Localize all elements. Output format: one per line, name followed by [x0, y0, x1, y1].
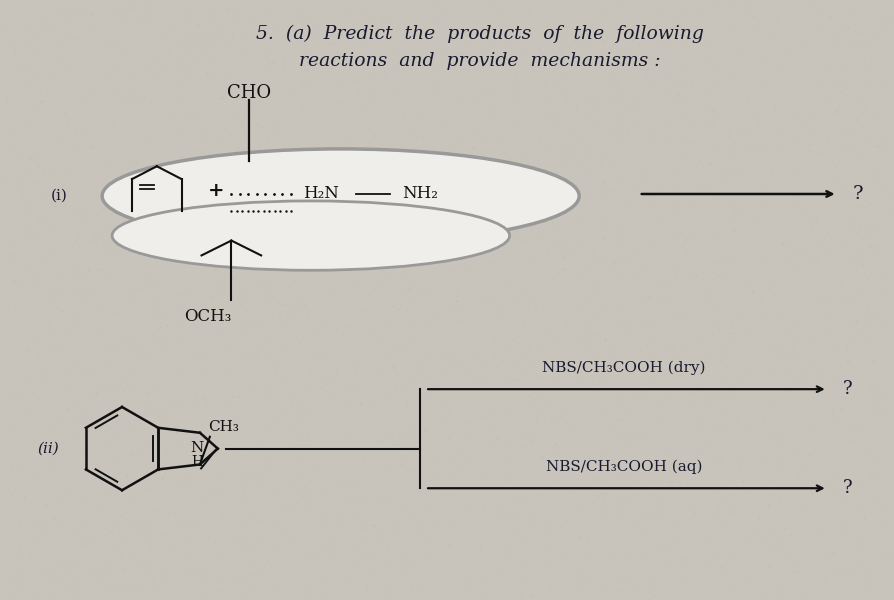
Text: +: +	[208, 182, 224, 200]
Ellipse shape	[112, 201, 510, 270]
Text: CH₃: CH₃	[208, 420, 239, 434]
Text: ?: ?	[853, 185, 863, 203]
Text: N: N	[190, 440, 204, 455]
Text: ?: ?	[842, 479, 852, 497]
Text: NH₂: NH₂	[402, 185, 438, 202]
Text: ?: ?	[842, 380, 852, 398]
Text: reactions  and  provide  mechanisms :: reactions and provide mechanisms :	[299, 52, 661, 70]
Text: NBS/CH₃COOH (aq): NBS/CH₃COOH (aq)	[545, 460, 702, 475]
Text: H: H	[191, 455, 203, 469]
Text: (i): (i)	[50, 189, 67, 203]
Text: NBS/CH₃COOH (dry): NBS/CH₃COOH (dry)	[542, 361, 705, 375]
Text: 5.  (a)  Predict  the  products  of  the  following: 5. (a) Predict the products of the follo…	[256, 25, 704, 43]
Ellipse shape	[102, 149, 579, 243]
Text: CHO: CHO	[227, 84, 271, 102]
Text: H₂N: H₂N	[303, 185, 339, 202]
Text: (ii): (ii)	[38, 442, 59, 455]
Text: OCH₃: OCH₃	[183, 308, 231, 325]
